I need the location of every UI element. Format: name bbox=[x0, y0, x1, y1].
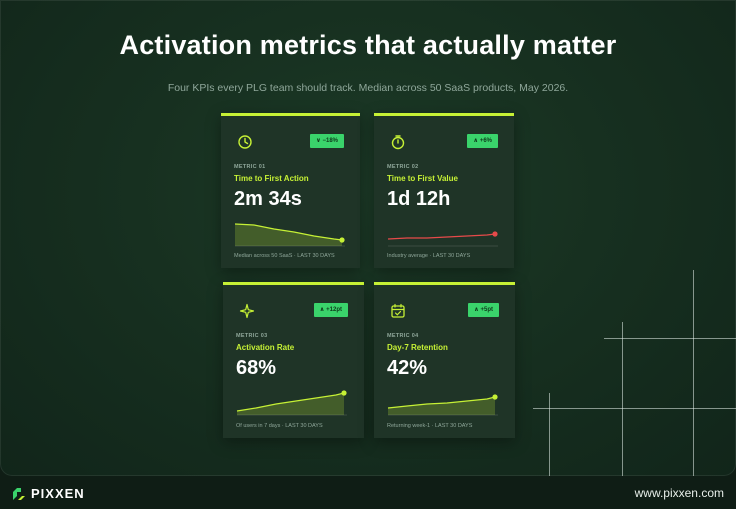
metric-card-time-to-first-action[interactable]: ∨ −18% METRIC 01 Time to First Action 2m… bbox=[221, 113, 360, 268]
sparkline bbox=[387, 394, 498, 416]
main-panel: Activation metrics that actually matter … bbox=[0, 0, 736, 476]
metric-footnote: Returning week-1 · LAST 30 DAYS bbox=[387, 423, 473, 429]
stopwatch-icon bbox=[391, 135, 405, 150]
sparkline bbox=[236, 390, 347, 416]
trend-badge: ∨ −18% bbox=[309, 134, 344, 148]
footer-bar: PIXXEN www.pixxen.com bbox=[0, 476, 736, 509]
metric-card-activation-rate[interactable]: ∧ +12pt METRIC 03 Activation Rate 68% Of… bbox=[223, 282, 364, 438]
sparkline bbox=[234, 223, 345, 247]
metric-label: Time to First Value bbox=[387, 174, 458, 183]
metric-value: 1d 12h bbox=[387, 188, 451, 210]
metric-label: Activation Rate bbox=[236, 343, 295, 352]
page-subtitle: Four KPIs every PLG team should track. M… bbox=[167, 82, 569, 94]
metric-card-day-7-retention[interactable]: ∧ +5pt METRIC 04 Day-7 Retention 42% Ret… bbox=[374, 282, 515, 438]
trend-badge: ∧ +5pt bbox=[467, 303, 499, 317]
trend-badge: ∧ +6% bbox=[467, 134, 498, 148]
decorative-line bbox=[533, 408, 736, 409]
decorative-line bbox=[693, 270, 694, 476]
website-link[interactable]: www.pixxen.com bbox=[634, 486, 724, 500]
metric-footnote: Industry average · LAST 30 DAYS bbox=[387, 253, 471, 259]
metric-card-time-to-first-value[interactable]: ∧ +6% METRIC 02 Time to First Value 1d 1… bbox=[374, 113, 514, 268]
trend-badge: ∧ +12pt bbox=[313, 303, 348, 317]
metric-value: 2m 34s bbox=[234, 188, 302, 210]
pixxen-logo-icon bbox=[13, 487, 25, 500]
metric-label: Day-7 Retention bbox=[387, 343, 448, 352]
metric-number: METRIC 03 bbox=[236, 333, 268, 339]
metric-footnote: Median across 50 SaaS · LAST 30 DAYS bbox=[234, 253, 335, 259]
page-title: Activation metrics that actually matter bbox=[119, 30, 617, 60]
metric-number: METRIC 02 bbox=[387, 164, 419, 170]
metric-footnote: Of users in 7 days · LAST 30 DAYS bbox=[236, 423, 323, 429]
metric-number: METRIC 01 bbox=[234, 164, 266, 170]
metric-number: METRIC 04 bbox=[387, 333, 419, 339]
metric-value: 42% bbox=[387, 357, 428, 379]
sparkline bbox=[387, 231, 498, 247]
dashboard-gauge-icon bbox=[238, 135, 252, 149]
brand-name: PIXXEN bbox=[31, 486, 85, 501]
metric-label: Time to First Action bbox=[234, 174, 309, 183]
brand-logo[interactable]: PIXXEN bbox=[12, 486, 85, 501]
decorative-line bbox=[622, 322, 623, 476]
metric-value: 68% bbox=[236, 357, 277, 379]
calendar-check-icon bbox=[391, 303, 405, 318]
decorative-line bbox=[549, 393, 550, 476]
decorative-line bbox=[604, 338, 736, 339]
sparkle-icon bbox=[239, 303, 255, 319]
